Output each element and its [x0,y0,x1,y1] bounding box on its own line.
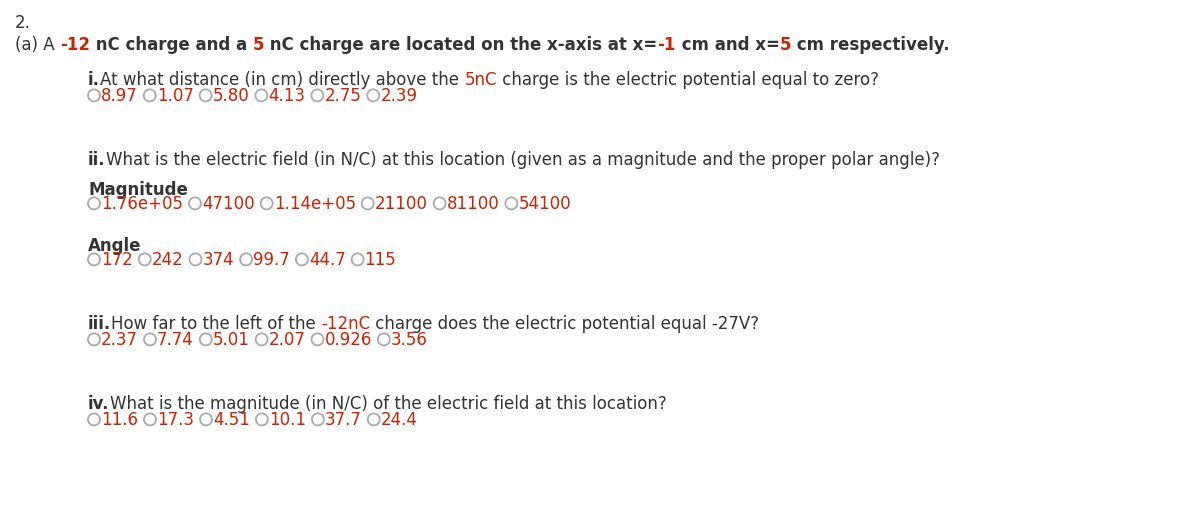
Text: 99.7: 99.7 [253,251,290,269]
Text: 1.14e+05: 1.14e+05 [274,195,355,213]
Text: Angle: Angle [88,237,142,255]
Text: (a) A: (a) A [14,36,60,54]
Text: 4.51: 4.51 [214,411,250,429]
Text: 44.7: 44.7 [308,251,346,269]
Text: iii.: iii. [88,315,112,333]
Text: -12nC: -12nC [322,315,371,333]
Text: 17.3: 17.3 [157,411,194,429]
Text: How far to the left of the: How far to the left of the [112,315,322,333]
Text: iv.: iv. [88,395,109,413]
Text: ii.: ii. [88,151,106,169]
Text: What is the electric field (in N/C) at this location (given as a magnitude and t: What is the electric field (in N/C) at t… [106,151,940,169]
Text: cm and x=: cm and x= [676,36,780,54]
Text: 24.4: 24.4 [380,411,418,429]
Text: 81100: 81100 [446,195,499,213]
Text: 10.1: 10.1 [269,411,306,429]
Text: 0.926: 0.926 [324,331,372,349]
Text: 5.80: 5.80 [212,87,250,105]
Text: 54100: 54100 [518,195,571,213]
Text: At what distance (in cm) directly above the: At what distance (in cm) directly above … [100,71,464,89]
Text: What is the magnitude (in N/C) of the electric field at this location?: What is the magnitude (in N/C) of the el… [109,395,666,413]
Text: 2.: 2. [14,14,31,32]
Text: 172: 172 [101,251,133,269]
Text: nC charge and a: nC charge and a [90,36,253,54]
Text: 3.56: 3.56 [391,331,427,349]
Text: 374: 374 [203,251,234,269]
Text: 5.01: 5.01 [212,331,250,349]
Text: 8.97: 8.97 [101,87,138,105]
Text: 5: 5 [253,36,264,54]
Text: 11.6: 11.6 [101,411,138,429]
Text: 5nC: 5nC [464,71,497,89]
Text: 1.76e+05: 1.76e+05 [101,195,182,213]
Text: 1.07: 1.07 [157,87,193,105]
Text: 2.75: 2.75 [324,87,361,105]
Text: 21100: 21100 [374,195,427,213]
Text: i.: i. [88,71,100,89]
Text: 4.13: 4.13 [269,87,305,105]
Text: 2.39: 2.39 [380,87,418,105]
Text: 7.74: 7.74 [157,331,193,349]
Text: 37.7: 37.7 [325,411,361,429]
Text: nC charge are located on the x-axis at x=: nC charge are located on the x-axis at x… [264,36,658,54]
Text: -12: -12 [60,36,90,54]
Text: 47100: 47100 [202,195,254,213]
Text: 115: 115 [365,251,396,269]
Text: 242: 242 [151,251,184,269]
Text: 2.07: 2.07 [269,331,306,349]
Text: Magnitude: Magnitude [88,181,188,199]
Text: charge is the electric potential equal to zero?: charge is the electric potential equal t… [497,71,878,89]
Text: charge does the electric potential equal -27V?: charge does the electric potential equal… [371,315,760,333]
Text: -1: -1 [658,36,676,54]
Text: 5: 5 [780,36,791,54]
Text: 2.37: 2.37 [101,331,138,349]
Text: cm respectively.: cm respectively. [791,36,950,54]
